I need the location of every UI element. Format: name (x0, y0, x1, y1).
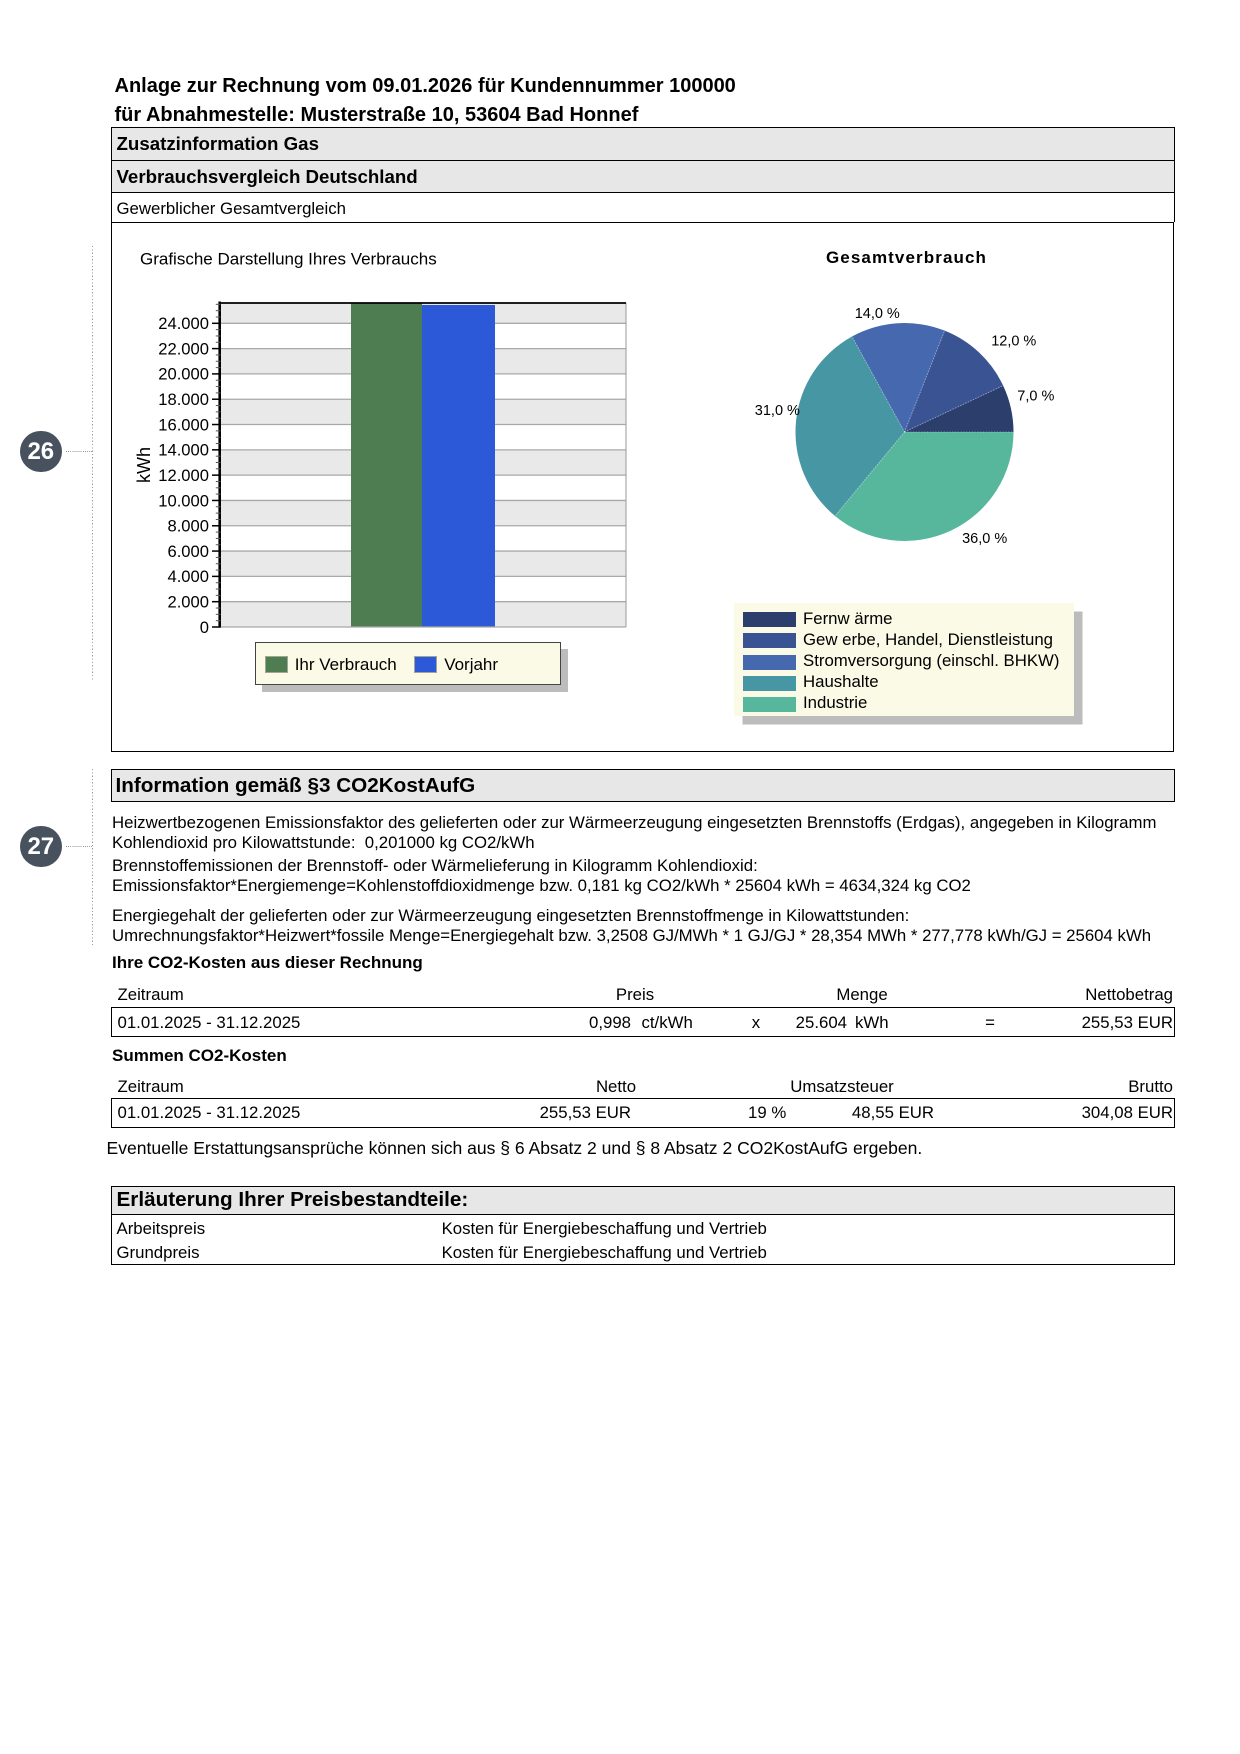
svg-text:12,0 %: 12,0 % (991, 334, 1036, 350)
svg-text:Grafische Darstellung Ihres Ve: Grafische Darstellung Ihres Verbrauchs (140, 250, 437, 269)
svg-text:8.000: 8.000 (167, 517, 209, 536)
svg-text:16.000: 16.000 (158, 415, 209, 434)
svg-text:14,0 %: 14,0 % (855, 306, 900, 322)
svg-text:2.000: 2.000 (167, 592, 209, 611)
svg-text:Gesamtverbrauch: Gesamtverbrauch (826, 248, 987, 267)
svg-text:0: 0 (200, 618, 209, 637)
svg-text:18.000: 18.000 (158, 390, 209, 409)
svg-text:14.000: 14.000 (158, 441, 209, 460)
svg-text:12.000: 12.000 (158, 466, 209, 485)
svg-text:6.000: 6.000 (167, 542, 209, 561)
svg-text:7,0 %: 7,0 % (1017, 389, 1054, 405)
svg-text:10.000: 10.000 (158, 491, 209, 510)
svg-text:22.000: 22.000 (158, 339, 209, 358)
svg-text:36,0 %: 36,0 % (962, 531, 1007, 547)
svg-text:24.000: 24.000 (158, 314, 209, 333)
svg-text:31,0 %: 31,0 % (755, 403, 800, 419)
svg-text:20.000: 20.000 (158, 365, 209, 384)
svg-text:kWh: kWh (134, 447, 154, 483)
svg-text:4.000: 4.000 (167, 567, 209, 586)
